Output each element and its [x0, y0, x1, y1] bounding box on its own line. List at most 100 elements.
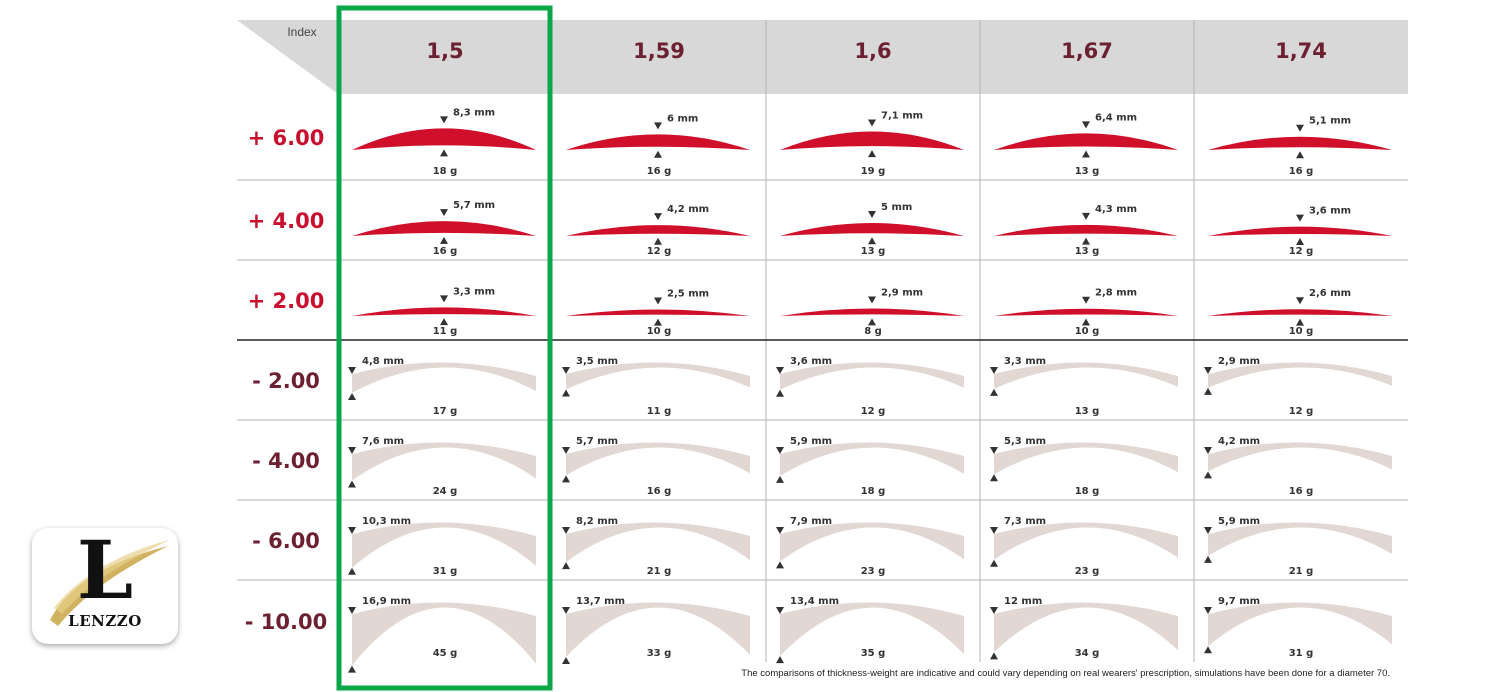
weight-label: 35 g [861, 648, 886, 659]
lens-shape [780, 442, 964, 476]
logo-letter: L [76, 523, 134, 617]
lens-shape [1208, 136, 1392, 150]
thickness-label: 7,9 mm [790, 516, 832, 527]
arrow-down-icon [654, 122, 662, 130]
arrow-down-icon [348, 607, 356, 614]
arrow-down-icon [1082, 121, 1090, 129]
power-label: + 6.00 [248, 126, 325, 150]
weight-label: 16 g [1289, 166, 1314, 177]
weight-label: 10 g [1075, 326, 1100, 337]
arrow-down-icon [776, 527, 784, 534]
column-header: 1,74 [1275, 39, 1327, 63]
thickness-label: 13,7 mm [576, 596, 625, 607]
weight-label: 31 g [433, 566, 458, 577]
lens-cell: 4,8 mm 17 g [348, 356, 536, 417]
arrow-up-icon [1296, 238, 1304, 246]
arrow-down-icon [776, 447, 784, 454]
lens-shape [352, 128, 536, 150]
logo-name: LENZZO [68, 612, 142, 630]
arrow-up-icon [990, 474, 998, 482]
arrow-down-icon [776, 367, 784, 374]
arrow-down-icon [1082, 296, 1090, 304]
thickness-label: 3,3 mm [1004, 356, 1046, 367]
arrow-down-icon [440, 116, 448, 124]
lens-cell: 5 mm 13 g [780, 202, 964, 257]
arrow-down-icon [654, 297, 662, 305]
lens-shape [1208, 226, 1392, 236]
arrow-down-icon [1082, 212, 1090, 220]
weight-label: 17 g [433, 406, 458, 417]
thickness-label: 6 mm [667, 113, 698, 124]
arrow-down-icon [348, 527, 356, 534]
arrow-down-icon [776, 607, 784, 614]
arrow-up-icon [990, 559, 998, 567]
thickness-label: 5,9 mm [1218, 516, 1260, 527]
arrow-down-icon [990, 527, 998, 534]
lens-shape [994, 522, 1178, 560]
weight-label: 21 g [1289, 566, 1314, 577]
arrow-down-icon [562, 367, 570, 374]
arrow-up-icon [348, 665, 356, 673]
arrow-up-icon [440, 149, 448, 157]
arrow-up-icon [868, 150, 876, 158]
arrow-down-icon [1296, 214, 1304, 222]
lens-cell: 2,8 mm 10 g [994, 288, 1178, 337]
arrow-down-icon [868, 211, 876, 218]
lens-shape [994, 362, 1178, 389]
arrow-up-icon [654, 318, 662, 326]
arrow-up-icon [776, 656, 784, 664]
thickness-label: 4,2 mm [667, 204, 709, 215]
lens-shape [994, 308, 1178, 316]
weight-label: 13 g [861, 246, 886, 257]
lens-shape [352, 522, 536, 568]
lens-cell: 4,2 mm 12 g [566, 204, 750, 257]
thickness-label: 8,3 mm [453, 107, 495, 118]
lens-shape [566, 522, 750, 563]
weight-label: 16 g [433, 246, 458, 257]
index-corner [237, 20, 338, 94]
weight-label: 23 g [861, 566, 886, 577]
lens-cell: 10,3 mm 31 g [348, 516, 536, 577]
arrow-up-icon [1204, 646, 1212, 654]
arrow-down-icon [562, 607, 570, 614]
weight-label: 11 g [647, 406, 672, 417]
lens-shape [566, 225, 750, 236]
arrow-down-icon [868, 296, 876, 304]
weight-label: 23 g [1075, 566, 1100, 577]
lens-cell: 7,9 mm 23 g [776, 516, 964, 577]
thickness-label: 10,3 mm [362, 516, 411, 527]
arrow-down-icon [1204, 367, 1212, 374]
lens-cell: 3,3 mm 13 g [990, 356, 1178, 417]
arrow-up-icon [1082, 318, 1090, 326]
lens-shape [352, 307, 536, 316]
arrow-up-icon [1204, 471, 1212, 479]
weight-label: 10 g [647, 326, 672, 337]
weight-label: 45 g [433, 648, 458, 659]
thickness-label: 3,6 mm [790, 356, 832, 367]
arrow-up-icon [1296, 318, 1304, 326]
lens-cell: 2,9 mm 12 g [1204, 356, 1392, 417]
weight-label: 33 g [647, 648, 672, 659]
arrow-up-icon [1204, 387, 1212, 395]
lens-cell: 3,3 mm 11 g [352, 286, 536, 337]
weight-label: 16 g [647, 166, 672, 177]
arrow-up-icon [654, 237, 662, 245]
lens-shape [1208, 309, 1392, 316]
lens-cell: 3,5 mm 11 g [562, 356, 750, 417]
lens-shape [780, 223, 964, 236]
lens-cell: 13,7 mm 33 g [562, 596, 750, 664]
table-grid [237, 20, 1408, 662]
arrow-up-icon [1082, 150, 1090, 158]
arrow-down-icon [1296, 297, 1304, 305]
arrow-up-icon [562, 389, 570, 397]
weight-label: 12 g [1289, 246, 1314, 257]
lens-cell: 13,4 mm 35 g [776, 596, 964, 664]
lens-shape [780, 362, 964, 390]
lens-cell: 9,7 mm 31 g [1204, 596, 1392, 659]
thickness-label: 16,9 mm [362, 596, 411, 607]
power-label: + 2.00 [248, 289, 325, 313]
weight-label: 24 g [433, 486, 458, 497]
thickness-label: 5,9 mm [790, 436, 832, 447]
thickness-label: 7,1 mm [881, 111, 923, 122]
lens-shape [352, 362, 536, 393]
